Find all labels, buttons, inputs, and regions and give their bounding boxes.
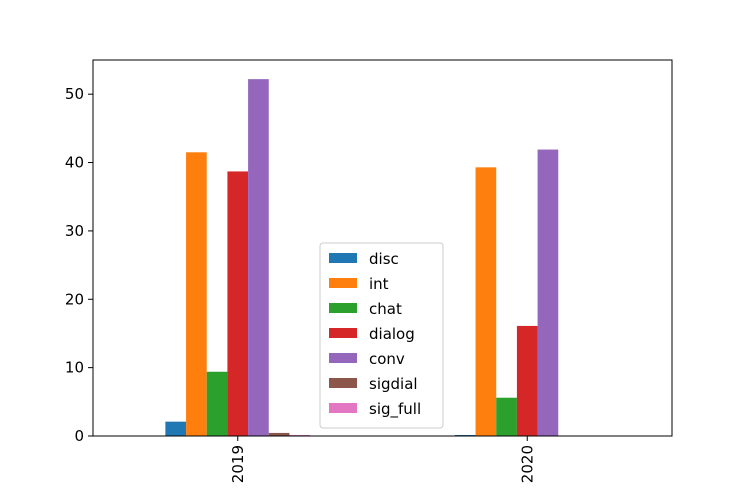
y-tick-label: 50 [65,85,84,103]
legend-swatch-sig_full [329,403,357,413]
y-tick-label: 30 [65,222,84,240]
y-tick-label: 10 [65,359,84,377]
plot-frame [92,59,673,437]
x-tick-label: 2020 [518,445,536,483]
legend-swatch-dialog [329,328,357,338]
x-tick-label: 2019 [229,445,247,483]
legend-swatch-chat [329,303,357,313]
legend-label-chat: chat [369,300,402,318]
legend-label-dialog: dialog [369,325,415,343]
legend-label-int: int [369,275,389,293]
bar-disc-2019 [165,421,187,436]
legend-label-conv: conv [369,350,405,368]
legend-label-sigdial: sigdial [369,375,418,393]
legend-label-sig_full: sig_full [369,400,421,419]
legend-swatch-disc [329,253,357,263]
y-tick-label: 0 [74,427,84,445]
y-axis: 0 10 20 30 40 50 [65,85,93,445]
bar-sig_full-2019 [289,434,311,436]
legend-swatch-sigdial [329,378,357,388]
bar-int-2019 [186,152,207,437]
legend-swatch-int [329,278,357,288]
bar-chat-2020 [496,397,517,436]
bar-conv-2019 [248,79,269,436]
y-tick-label: 40 [65,154,84,172]
y-tick-label: 20 [65,290,84,308]
bars-group [165,79,559,437]
bar-sigdial-2019 [268,432,290,436]
bar-conv-2020 [537,149,559,436]
bar-dialog-2019 [227,171,249,436]
legend-label-disc: disc [369,250,399,268]
bar-disc-2020 [454,434,476,436]
bar-dialog-2020 [516,325,538,436]
bar-chat-2019 [206,371,228,436]
x-axis: 2019 2020 [229,436,536,483]
legend-swatch-conv [329,353,357,363]
legend: disc int chat dialog conv sigdial sig_full [319,242,444,429]
bar-int-2020 [475,167,497,436]
